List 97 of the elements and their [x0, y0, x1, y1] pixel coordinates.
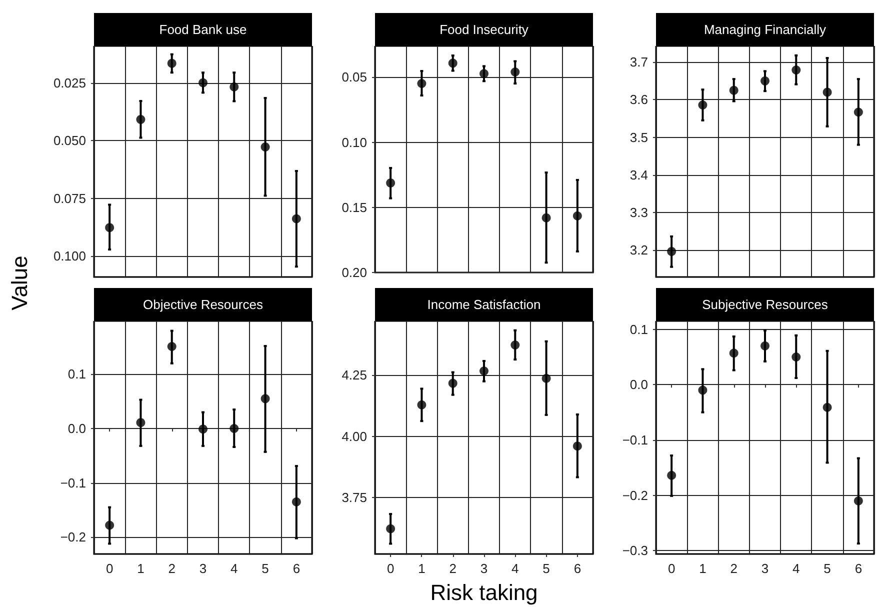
point — [292, 497, 301, 506]
y-tick-label: 0.050 — [53, 133, 86, 148]
point — [292, 214, 301, 224]
y-tick-label: 0.10 — [342, 134, 367, 150]
y-tick-label: −0.2 — [622, 488, 648, 503]
y-tick-label: 0.05 — [342, 70, 367, 85]
point — [167, 342, 176, 352]
x-tick-label: 1 — [137, 561, 144, 576]
y-tick-label: 0.0 — [68, 421, 86, 436]
x-tick-label: 4 — [792, 561, 800, 576]
y-tick-label: 0.075 — [53, 190, 86, 206]
y-tick-label: 3.3 — [630, 204, 648, 220]
chart-title: Subjective Resources — [656, 288, 874, 321]
point — [698, 386, 708, 395]
point — [167, 58, 176, 68]
point — [822, 88, 832, 97]
y-tick-label: 3.4 — [630, 167, 648, 182]
y-tick-label: 4.25 — [342, 367, 367, 382]
y-tick-label: 0.1 — [630, 322, 648, 337]
point — [542, 374, 551, 383]
x-tick-label: 4 — [512, 561, 519, 576]
point — [198, 424, 208, 434]
y-tick-label: −0.1 — [60, 475, 86, 490]
point — [448, 378, 458, 388]
point — [729, 86, 738, 95]
chart-title: Objective Resources — [94, 288, 312, 321]
y-tick-label: 3.5 — [630, 130, 648, 145]
x-tick-label: 5 — [824, 561, 831, 576]
point — [510, 340, 520, 350]
x-tick-label: 2 — [168, 561, 176, 576]
chart-title: Income Satisfaction — [375, 288, 593, 321]
y-tick-label: 3.6 — [630, 92, 648, 108]
x-tick-label: 0 — [386, 561, 394, 576]
point — [105, 520, 114, 530]
point — [230, 82, 239, 92]
point — [698, 100, 708, 110]
chart-title: Food Bank use — [94, 13, 312, 46]
point — [417, 78, 426, 88]
point — [230, 424, 239, 434]
x-tick-label: 1 — [699, 561, 706, 576]
point — [572, 442, 582, 451]
chart-title: Managing Financially — [656, 13, 874, 46]
point — [198, 78, 208, 88]
y-tick-label: 3.75 — [342, 490, 367, 506]
point — [136, 114, 146, 124]
point — [260, 142, 270, 152]
point — [386, 524, 396, 534]
point — [792, 352, 801, 362]
point — [260, 394, 270, 404]
x-tick-label: 2 — [730, 561, 738, 576]
point — [480, 366, 488, 376]
x-tick-label: 5 — [262, 561, 269, 576]
x-tick-label: 3 — [761, 561, 769, 576]
y-tick-label: 0.20 — [342, 265, 367, 280]
x-tick-label: 3 — [480, 561, 488, 576]
point — [667, 246, 676, 256]
point — [480, 69, 488, 78]
y-tick-label: 4.00 — [342, 428, 367, 444]
point — [572, 211, 582, 220]
point — [542, 213, 551, 222]
point — [792, 66, 801, 75]
y-tick-label: 0.0 — [630, 377, 648, 392]
point — [136, 418, 146, 428]
point — [105, 223, 114, 232]
x-tick-label: 1 — [418, 561, 426, 576]
x-tick-label: 6 — [292, 561, 300, 576]
point — [510, 68, 520, 77]
x-tick-label: 6 — [574, 561, 582, 576]
y-tick-label: −0.2 — [60, 530, 86, 545]
point — [386, 178, 396, 188]
point — [822, 402, 832, 412]
chart-title: Food Insecurity — [375, 13, 593, 46]
y-tick-label: 0.15 — [342, 200, 367, 215]
point — [854, 108, 863, 117]
x-tick-label: 0 — [668, 561, 676, 576]
x-tick-label: 0 — [106, 561, 114, 576]
point — [729, 348, 738, 358]
point — [760, 341, 770, 350]
x-tick-label: 3 — [199, 561, 207, 576]
x-tick-label: 6 — [854, 561, 862, 576]
x-tick-label: 4 — [230, 561, 238, 576]
point — [667, 470, 676, 480]
point — [448, 58, 458, 68]
y-tick-label: 3.7 — [630, 54, 648, 70]
y-axis-title: Value — [7, 254, 33, 312]
y-tick-label: 0.1 — [68, 366, 86, 382]
y-tick-label: 0.100 — [53, 248, 86, 264]
y-tick-label: −0.1 — [622, 432, 648, 448]
x-tick-label: 2 — [449, 561, 456, 576]
point — [760, 76, 770, 86]
point — [417, 400, 426, 410]
y-tick-label: 0.025 — [53, 75, 86, 90]
point — [854, 496, 863, 506]
x-axis-title: Risk taking — [429, 580, 539, 606]
x-tick-label: 5 — [542, 561, 550, 576]
y-tick-label: −0.3 — [622, 543, 648, 558]
y-tick-label: 3.2 — [630, 242, 648, 258]
